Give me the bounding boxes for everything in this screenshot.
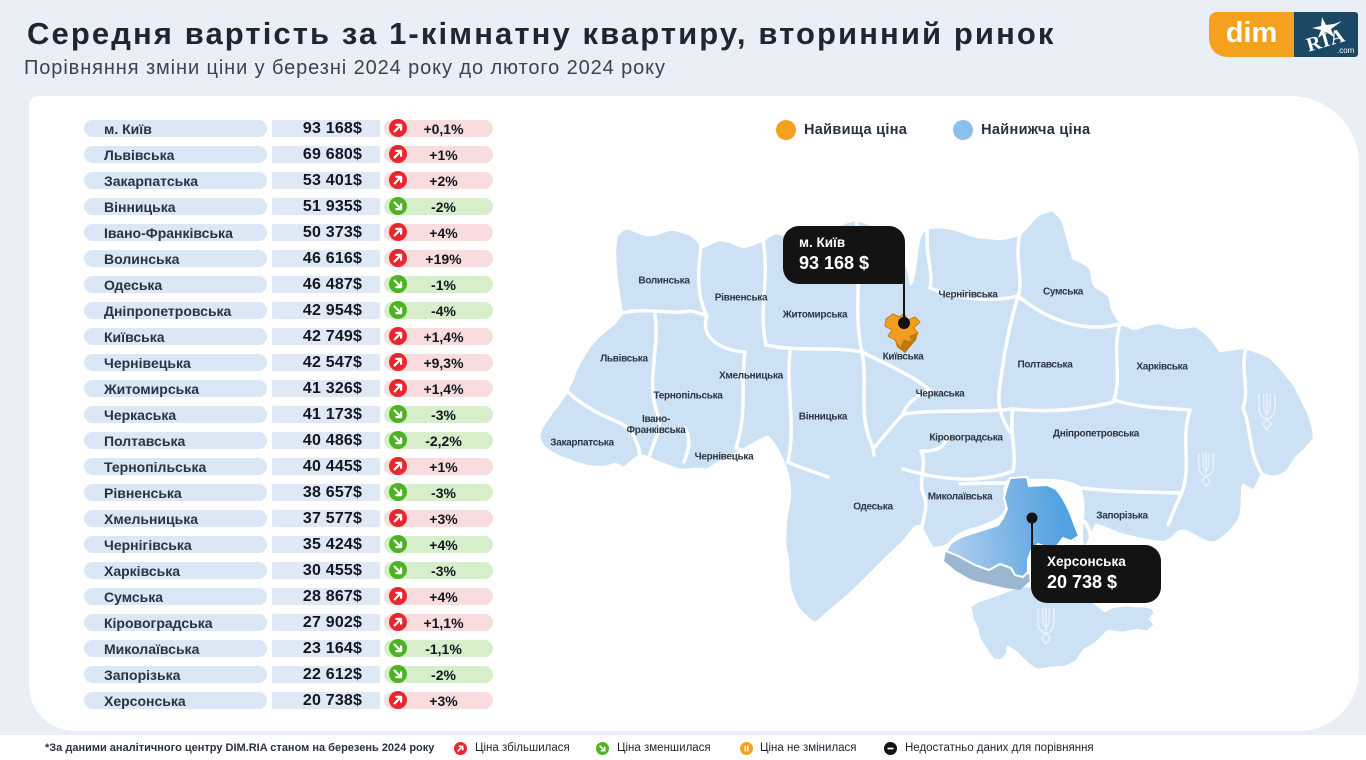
svg-text:.com: .com <box>1337 46 1355 55</box>
